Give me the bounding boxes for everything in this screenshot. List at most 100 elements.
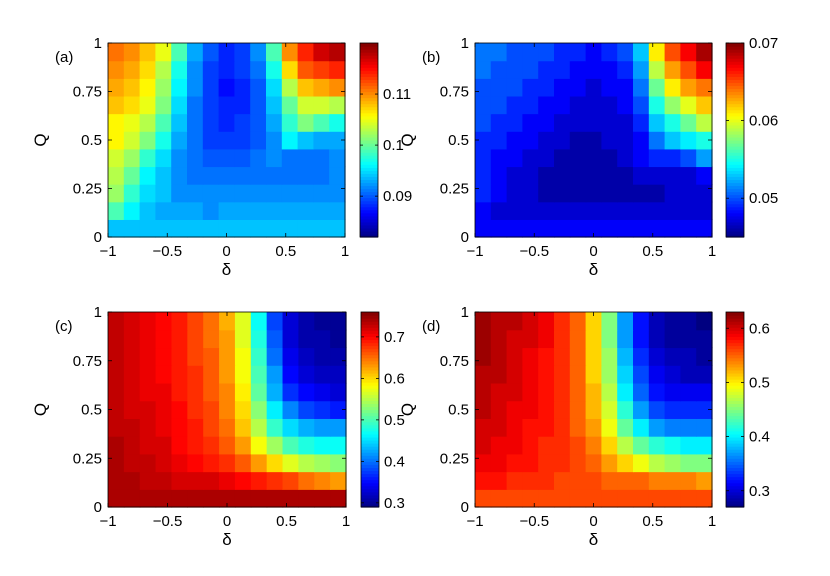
heatmap-cell bbox=[203, 489, 220, 508]
colorbar-segment bbox=[726, 452, 744, 456]
heatmap-cell bbox=[108, 453, 125, 473]
heatmap-cell bbox=[155, 489, 173, 508]
heatmap-cell bbox=[475, 131, 492, 150]
x-axis-label: δ bbox=[222, 530, 231, 549]
heatmap-cell bbox=[329, 131, 346, 150]
heatmap-cell bbox=[171, 489, 188, 508]
heatmap-cell bbox=[314, 312, 331, 331]
colorbar-segment bbox=[361, 342, 379, 347]
heatmap-cell bbox=[203, 382, 220, 402]
colorbar-segment bbox=[726, 403, 744, 408]
heatmap-cell bbox=[266, 382, 284, 402]
heatmap-cell bbox=[680, 312, 697, 331]
heatmap-cell bbox=[554, 312, 571, 331]
heatmap-cell bbox=[696, 43, 713, 62]
colorbar-segment bbox=[361, 449, 379, 453]
heatmap-cell bbox=[123, 166, 141, 185]
heatmap-cell bbox=[648, 43, 666, 62]
heatmap-cell bbox=[475, 201, 492, 220]
colorbar-segment bbox=[360, 46, 378, 50]
heatmap-cell bbox=[329, 95, 346, 115]
heatmap-cell bbox=[329, 113, 346, 132]
heatmap-cell bbox=[139, 312, 157, 331]
colorbar-segment bbox=[360, 112, 378, 117]
heatmap-cell bbox=[108, 166, 125, 185]
heatmap-cell bbox=[569, 347, 587, 366]
heatmap-cell bbox=[506, 471, 523, 490]
heatmap-cell bbox=[617, 382, 634, 402]
heatmap-cell bbox=[680, 201, 697, 220]
colorbar-segment bbox=[360, 188, 378, 193]
heatmap-cell bbox=[108, 60, 125, 79]
colorbar-segment bbox=[361, 366, 379, 371]
heatmap-cell bbox=[123, 201, 141, 220]
heatmap-cell bbox=[108, 365, 125, 384]
heatmap-cell bbox=[139, 95, 156, 115]
y-tick-label: 0.25 bbox=[440, 450, 469, 467]
heatmap-cell bbox=[330, 489, 347, 508]
colorbar-segment bbox=[361, 433, 379, 438]
heatmap-cell bbox=[648, 400, 666, 419]
colorbar-segment bbox=[360, 167, 378, 171]
heatmap-cell bbox=[633, 78, 650, 97]
heatmap-cell bbox=[250, 184, 267, 203]
colorbar-segment bbox=[360, 67, 378, 71]
heatmap-cell bbox=[696, 453, 713, 473]
heatmap-cell bbox=[297, 131, 314, 150]
colorbar-segment bbox=[360, 103, 378, 108]
colorbar-tick-label: 0.3 bbox=[749, 483, 770, 500]
heatmap-cell bbox=[664, 312, 681, 331]
colorbar-segment bbox=[726, 112, 744, 117]
colorbar-segment bbox=[726, 118, 744, 123]
heatmap-cell bbox=[680, 453, 697, 473]
heatmap-cell bbox=[330, 453, 347, 473]
colorbar-segment bbox=[360, 91, 378, 96]
colorbar-segment bbox=[726, 58, 744, 62]
colorbar-segment bbox=[361, 336, 379, 341]
colorbar-segment bbox=[361, 500, 379, 505]
heatmap-cell bbox=[218, 113, 235, 132]
heatmap-cell bbox=[155, 184, 172, 203]
heatmap-cell bbox=[522, 347, 539, 366]
colorbar-segment bbox=[361, 479, 379, 484]
heatmap-panel-d: −1 −0.5 0 0.5 100.250.50.751δQ(d)0.30.40.50.… bbox=[398, 304, 770, 549]
heatmap-cell bbox=[281, 219, 299, 238]
heatmap-cell bbox=[234, 95, 251, 115]
heatmap-cell bbox=[585, 219, 602, 238]
colorbar-segment bbox=[726, 354, 744, 359]
colorbar-segment bbox=[360, 124, 378, 129]
heatmap-cell bbox=[617, 347, 634, 366]
heatmap-cell bbox=[123, 78, 141, 97]
heatmap-cell bbox=[282, 436, 299, 455]
heatmap-cell bbox=[522, 219, 539, 238]
heatmap-cell bbox=[234, 166, 251, 185]
heatmap-cell bbox=[664, 471, 681, 490]
heatmap-cell bbox=[664, 148, 681, 168]
colorbar-tick-label: 0.09 bbox=[383, 188, 412, 205]
colorbar-segment bbox=[726, 424, 744, 429]
heatmap-cell bbox=[250, 166, 267, 185]
heatmap-cell bbox=[155, 400, 173, 419]
heatmap-cell bbox=[202, 148, 220, 168]
heatmap-cell bbox=[171, 400, 188, 419]
y-tick-label: 0 bbox=[94, 499, 102, 516]
heatmap-cell bbox=[219, 471, 236, 490]
heatmap-cell bbox=[475, 166, 492, 185]
heatmap-cell bbox=[585, 95, 602, 115]
heatmap-cell bbox=[108, 148, 125, 168]
colorbar-segment bbox=[361, 503, 379, 508]
heatmap-cell bbox=[633, 131, 650, 150]
heatmap-cell bbox=[313, 78, 330, 97]
heatmap-cell bbox=[281, 148, 299, 168]
heatmap-cell bbox=[601, 418, 618, 437]
heatmap-cell bbox=[282, 489, 299, 508]
heatmap-cell bbox=[298, 382, 315, 402]
heatmap-cell bbox=[139, 166, 156, 185]
heatmap-cell bbox=[108, 436, 125, 455]
colorbar-segment bbox=[726, 200, 744, 205]
heatmap-cell bbox=[475, 95, 492, 115]
heatmap-cell bbox=[585, 418, 602, 437]
heatmap-cell bbox=[490, 347, 508, 366]
heatmap-cell bbox=[648, 365, 666, 384]
heatmap-cell bbox=[569, 365, 587, 384]
